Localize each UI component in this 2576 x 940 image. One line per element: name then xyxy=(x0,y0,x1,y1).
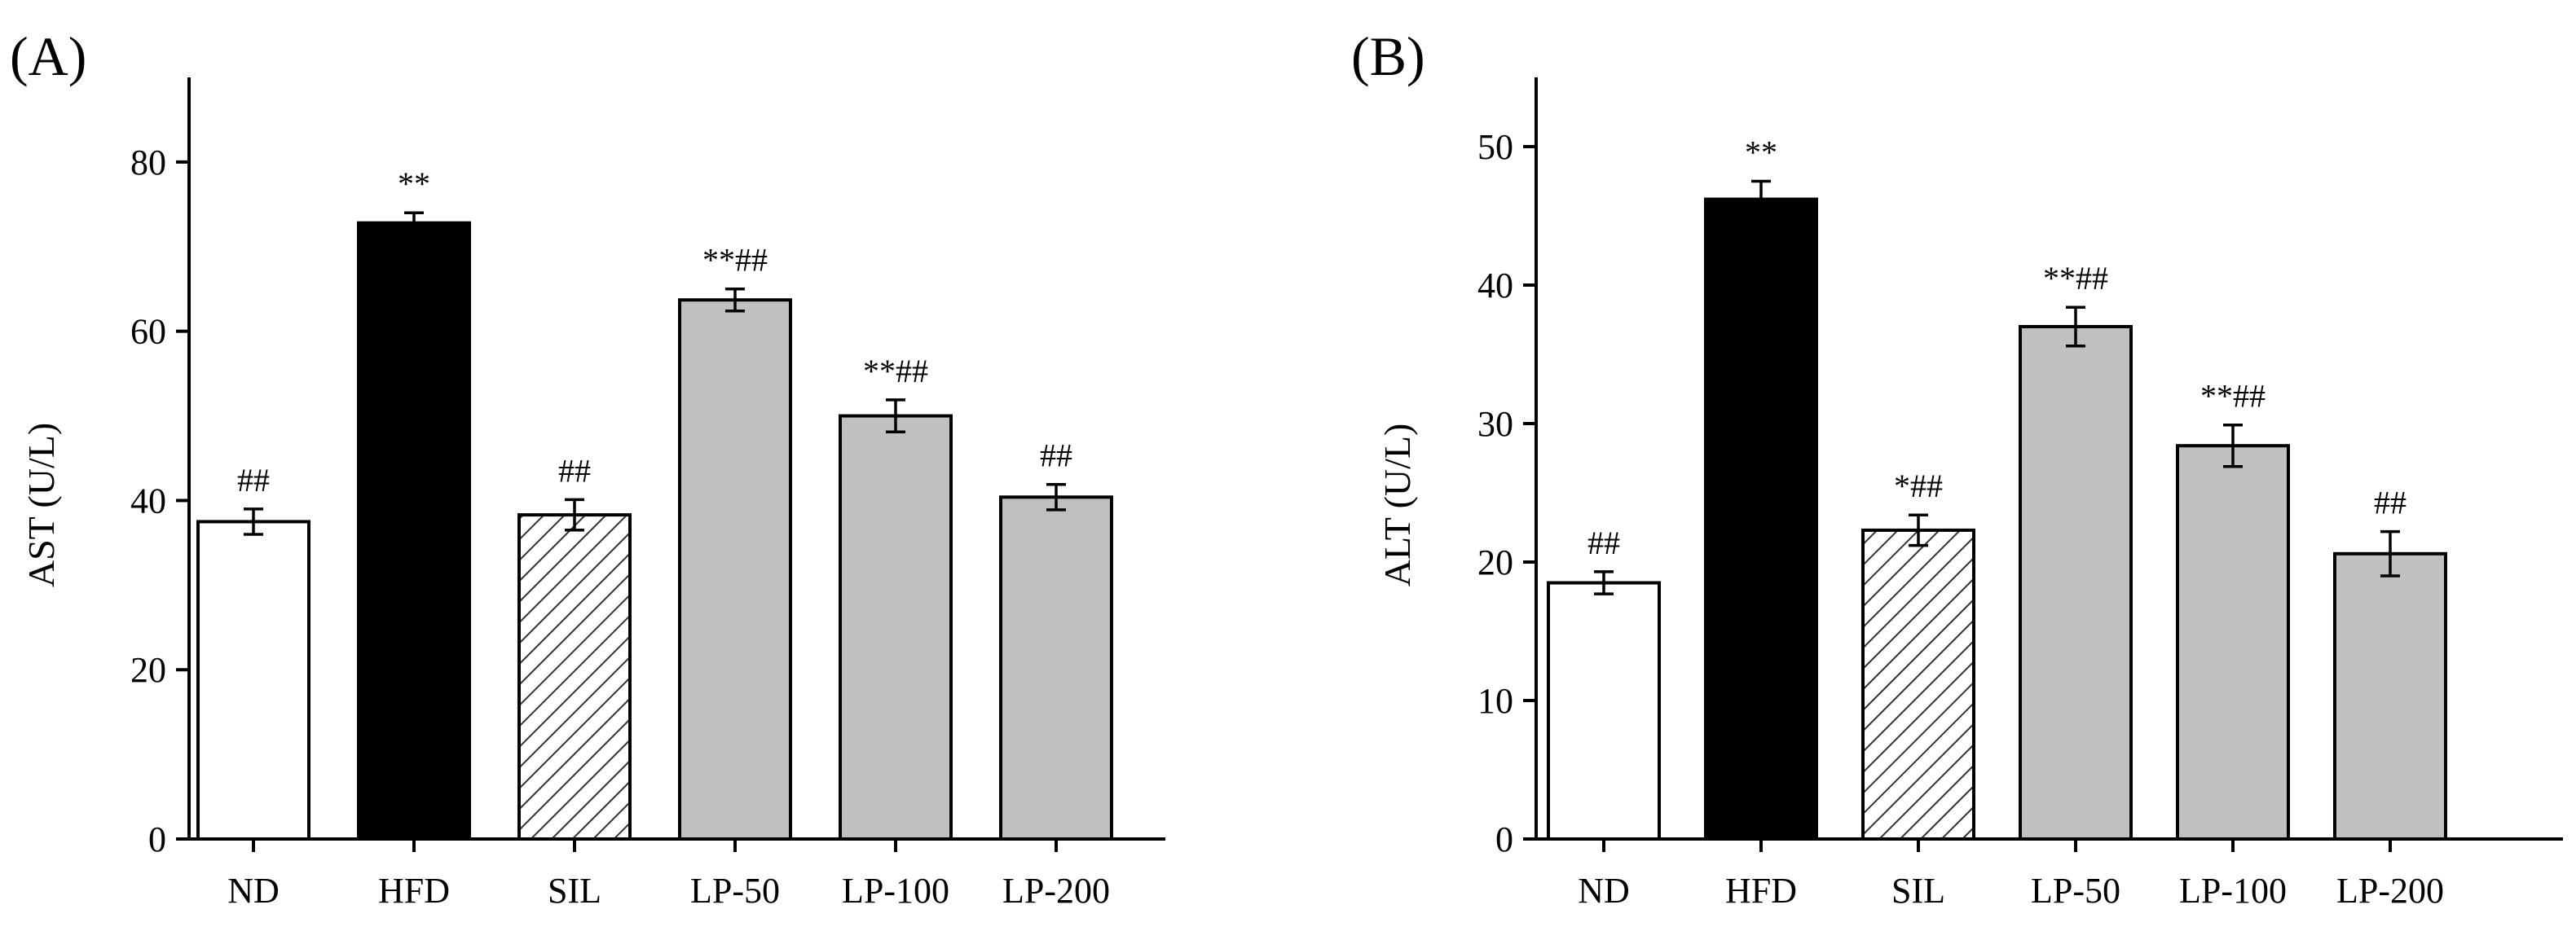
panel-a-category-label: LP-100 xyxy=(842,871,949,911)
panel-a-bar-nd xyxy=(196,520,310,841)
panel-b-y-tick-label: 20 xyxy=(1477,542,1513,582)
panel-b: (B) ALT (U/L) 0 10 20 30 40 50 ND ## HFD ** SIL *#… xyxy=(1351,25,2563,911)
panel-b-category-label: LP-200 xyxy=(2336,871,2444,911)
panel-a-bar-lp-50 xyxy=(678,298,792,841)
panel-b-significance-label: **## xyxy=(2200,378,2266,415)
panel-b-category-label: ND xyxy=(1578,871,1630,911)
panel-b-bar-nd xyxy=(1547,581,1661,841)
panel-b-significance-label: *## xyxy=(1894,468,1943,504)
panel-a-significance-label: ## xyxy=(1040,437,1072,474)
panel-a-y-axis-title: AST (U/L) xyxy=(20,423,62,587)
panel-b-y-axis-title: ALT (U/L) xyxy=(1376,424,1418,587)
panel-a-significance-label: ** xyxy=(398,165,430,202)
panel-b-y-tick-label: 50 xyxy=(1477,127,1513,167)
panel-b-bar-sil xyxy=(1861,528,1975,841)
panel-b-category-label: HFD xyxy=(1725,871,1797,911)
panel-a-bar-lp-100 xyxy=(839,414,953,841)
panel-a-significance-label: **## xyxy=(702,242,768,279)
panel-a-y-tick-label: 0 xyxy=(148,819,166,859)
panel-b-y-tick-label: 0 xyxy=(1495,819,1513,859)
panel-a-bar-sil xyxy=(517,513,632,841)
panel-a-y-tick-label: 20 xyxy=(130,650,166,690)
panel-b-significance-label: ## xyxy=(1587,525,1620,561)
panel-b-category-label: LP-100 xyxy=(2179,871,2287,911)
panel-b-bar-hfd xyxy=(1704,197,1818,841)
panel-b-y-tick-label: 40 xyxy=(1477,266,1513,305)
panel-a-significance-label: ## xyxy=(237,462,270,499)
panel-b-significance-label: **## xyxy=(2043,260,2108,296)
panel-a-significance-label: ## xyxy=(558,452,591,489)
panel-a-y-tick-label: 40 xyxy=(130,481,166,521)
panel-b-bar-lp-100 xyxy=(2176,444,2290,841)
panel-a: (A) AST (U/L) 0 20 40 60 80 ND ## HFD ** SIL ## LP… xyxy=(10,25,1165,911)
panel-b-category-label: LP-50 xyxy=(2031,871,2120,911)
panel-b-y-tick-label: 30 xyxy=(1477,404,1513,444)
panel-a-y-tick-label: 80 xyxy=(130,143,166,182)
panel-b-bar-lp-50 xyxy=(2019,325,2133,841)
panel-b-significance-label: ## xyxy=(2374,485,2406,521)
panel-b-category-label: SIL xyxy=(1891,871,1945,911)
panel-a-category-label: LP-50 xyxy=(690,871,780,911)
panel-b-y-tick-label: 10 xyxy=(1477,681,1513,721)
panel-b-label: (B) xyxy=(1351,25,1425,87)
panel-b-bar-lp-200 xyxy=(2333,551,2447,841)
panel-a-category-label: ND xyxy=(227,871,280,911)
panel-a-category-label: LP-200 xyxy=(1002,871,1110,911)
panel-a-y-tick-label: 60 xyxy=(130,312,166,352)
panel-a-bar-lp-200 xyxy=(999,495,1113,841)
panel-a-label: (A) xyxy=(10,25,86,87)
panel-a-category-label: SIL xyxy=(548,871,601,911)
panel-a-bar-hfd xyxy=(357,221,471,841)
panel-a-category-label: HFD xyxy=(378,871,450,911)
panel-b-significance-label: ** xyxy=(1745,134,1777,171)
panel-a-significance-label: **## xyxy=(863,353,928,389)
